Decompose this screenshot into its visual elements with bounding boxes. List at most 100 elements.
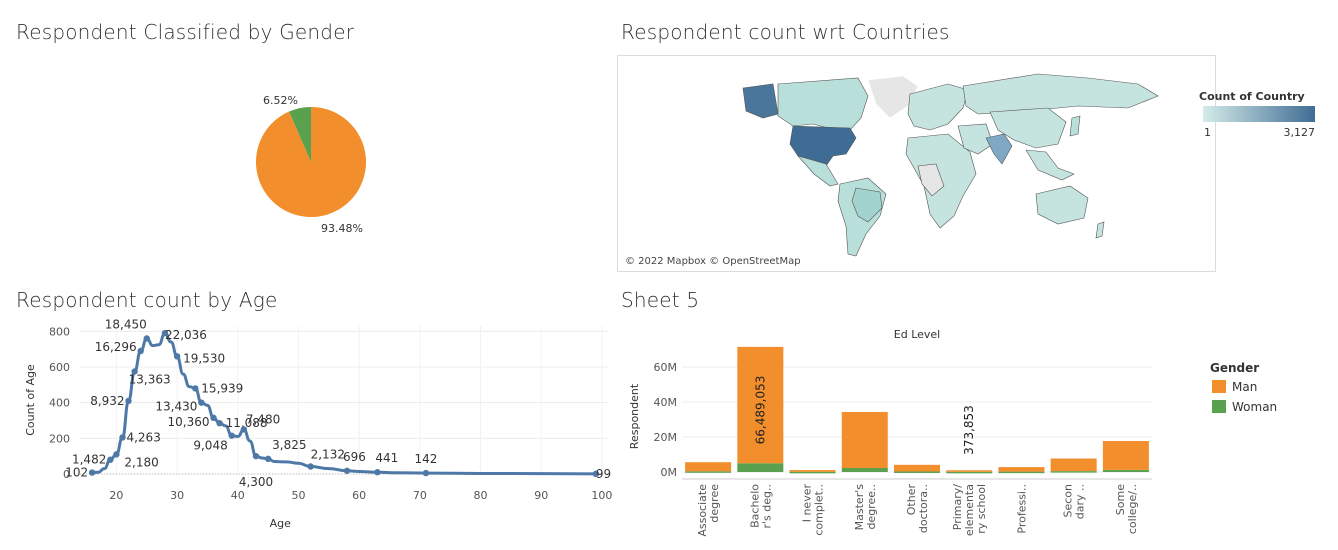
y-tick-label: 400	[49, 397, 70, 410]
map-legend-max: 3,127	[1284, 126, 1316, 139]
bar-category-label: degree..	[865, 484, 878, 530]
x-tick-label: 100	[591, 489, 612, 502]
bar-legend-swatch-man	[1212, 380, 1226, 393]
age-point-label: 22,036	[165, 328, 207, 342]
age-point-label: 16,296	[95, 340, 137, 354]
bar-category-label: Primary/	[951, 484, 964, 531]
bar-segment-man	[737, 346, 784, 464]
age-point-label: 7,480	[246, 412, 280, 426]
bar-legend-swatch-woman	[1212, 400, 1226, 413]
bar-segment-woman	[789, 471, 836, 474]
map-region-europe	[907, 83, 969, 131]
age-point-label: 8,932	[90, 394, 124, 408]
bar-value-label: 66,489,053	[753, 376, 767, 445]
age-point-label: 19,530	[183, 351, 225, 365]
age-data-point	[192, 385, 199, 392]
age-data-point	[88, 469, 96, 476]
bar-segment-woman	[841, 467, 888, 472]
bar-y-tick-label: 40M	[654, 396, 678, 409]
age-data-point	[343, 467, 351, 474]
bar-segment-woman	[737, 463, 784, 472]
bar-segment-man	[841, 411, 888, 468]
map-region-middle-east	[957, 123, 994, 155]
bar-segment-man	[789, 470, 836, 472]
x-tick-label: 30	[170, 489, 184, 502]
bar-category-label: doctora..	[917, 484, 930, 533]
bar-legend-title: Gender	[1210, 361, 1259, 375]
age-point-label: 2,132	[311, 448, 345, 462]
age-data-point	[113, 451, 120, 458]
age-data-point	[125, 397, 132, 405]
map-region-usa	[789, 125, 857, 167]
bar-segment-man	[998, 467, 1045, 472]
bar-category-label: Associate	[696, 484, 709, 537]
x-tick-label: 60	[352, 489, 366, 502]
age-point-label: 9,048	[193, 439, 227, 453]
age-point-label: 696	[343, 450, 366, 464]
age-point-label: 99	[596, 467, 611, 481]
y-tick-label: 0	[63, 468, 70, 481]
age-data-point	[216, 419, 223, 427]
bar-category-label: elementa	[963, 484, 976, 536]
age-data-point	[210, 414, 217, 422]
bar-segment-man	[1102, 441, 1149, 470]
age-data-point	[240, 426, 248, 433]
map-region-greenland	[867, 75, 919, 119]
bar-segment-man	[894, 464, 940, 472]
pie-label-man: 93.48%	[321, 222, 363, 235]
bar-category-label: Some	[1114, 484, 1127, 515]
map-legend-title: Count of Country	[1199, 90, 1305, 103]
x-tick-label: 40	[231, 489, 245, 502]
bar-category-label: complet..	[813, 484, 826, 536]
age-data-point	[131, 368, 138, 375]
bar-y-tick-label: 0M	[661, 466, 678, 479]
age-point-label: 142	[414, 452, 437, 466]
bar-category-label: ry school	[975, 484, 988, 534]
y-tick-label: 800	[49, 325, 70, 338]
age-data-point	[374, 469, 381, 476]
x-tick-label: 90	[534, 489, 548, 502]
map-region-alaska	[742, 83, 779, 119]
bar-chart-header: Ed Level	[894, 328, 940, 341]
x-tick-label: 80	[474, 489, 488, 502]
bar-y-tick-label: 60M	[654, 361, 678, 374]
age-data-point	[252, 452, 260, 460]
bar-y-tick-label: 20M	[654, 431, 678, 444]
y-tick-label: 200	[49, 432, 70, 445]
y-tick-label: 600	[49, 361, 70, 374]
bar-category-label: degree	[708, 484, 721, 523]
age-data-point	[198, 399, 205, 406]
pie-slice-woman	[289, 107, 311, 162]
sheet5-title: Sheet 5	[621, 288, 700, 312]
bar-segment-man	[685, 462, 732, 472]
age-point-label: 18,450	[105, 318, 147, 331]
bar-segment-woman	[1050, 471, 1097, 473]
age-point-label: 4,263	[126, 430, 160, 444]
map-legend-min: 1	[1204, 126, 1211, 139]
map-region-japan	[1069, 115, 1081, 137]
countries-map-title: Respondent count wrt Countries	[621, 20, 950, 44]
bar-category-label: college/..	[1126, 484, 1139, 534]
map-attribution: © 2022 Mapbox © OpenStreetMap	[625, 256, 801, 267]
bar-legend-label-man: Man	[1232, 380, 1257, 394]
map-region-mexico	[797, 155, 839, 187]
age-point-label: 3,825	[272, 438, 306, 452]
age-point-label: 13,363	[129, 372, 171, 386]
bar-segment-woman	[946, 471, 993, 474]
age-data-point	[307, 463, 314, 470]
map-region-new-zealand	[1095, 221, 1105, 239]
age-chart-title: Respondent count by Age	[16, 288, 278, 312]
bar-segment-woman	[894, 471, 940, 473]
map-legend-gradient	[1203, 106, 1315, 122]
map-region-china	[989, 107, 1067, 149]
bar-segment-woman	[685, 471, 732, 473]
age-data-point	[264, 455, 272, 463]
age-point-label: 15,939	[201, 381, 243, 395]
age-data-point	[173, 353, 181, 360]
age-point-label: 11,088	[226, 416, 268, 430]
gender-chart-title: Respondent Classified by Gender	[16, 20, 355, 44]
bar-category-label: Secon	[1062, 484, 1075, 518]
map-region-russia	[962, 73, 1159, 115]
map-region-india	[985, 133, 1013, 165]
bar-y-axis-label: Respondent	[628, 383, 641, 449]
